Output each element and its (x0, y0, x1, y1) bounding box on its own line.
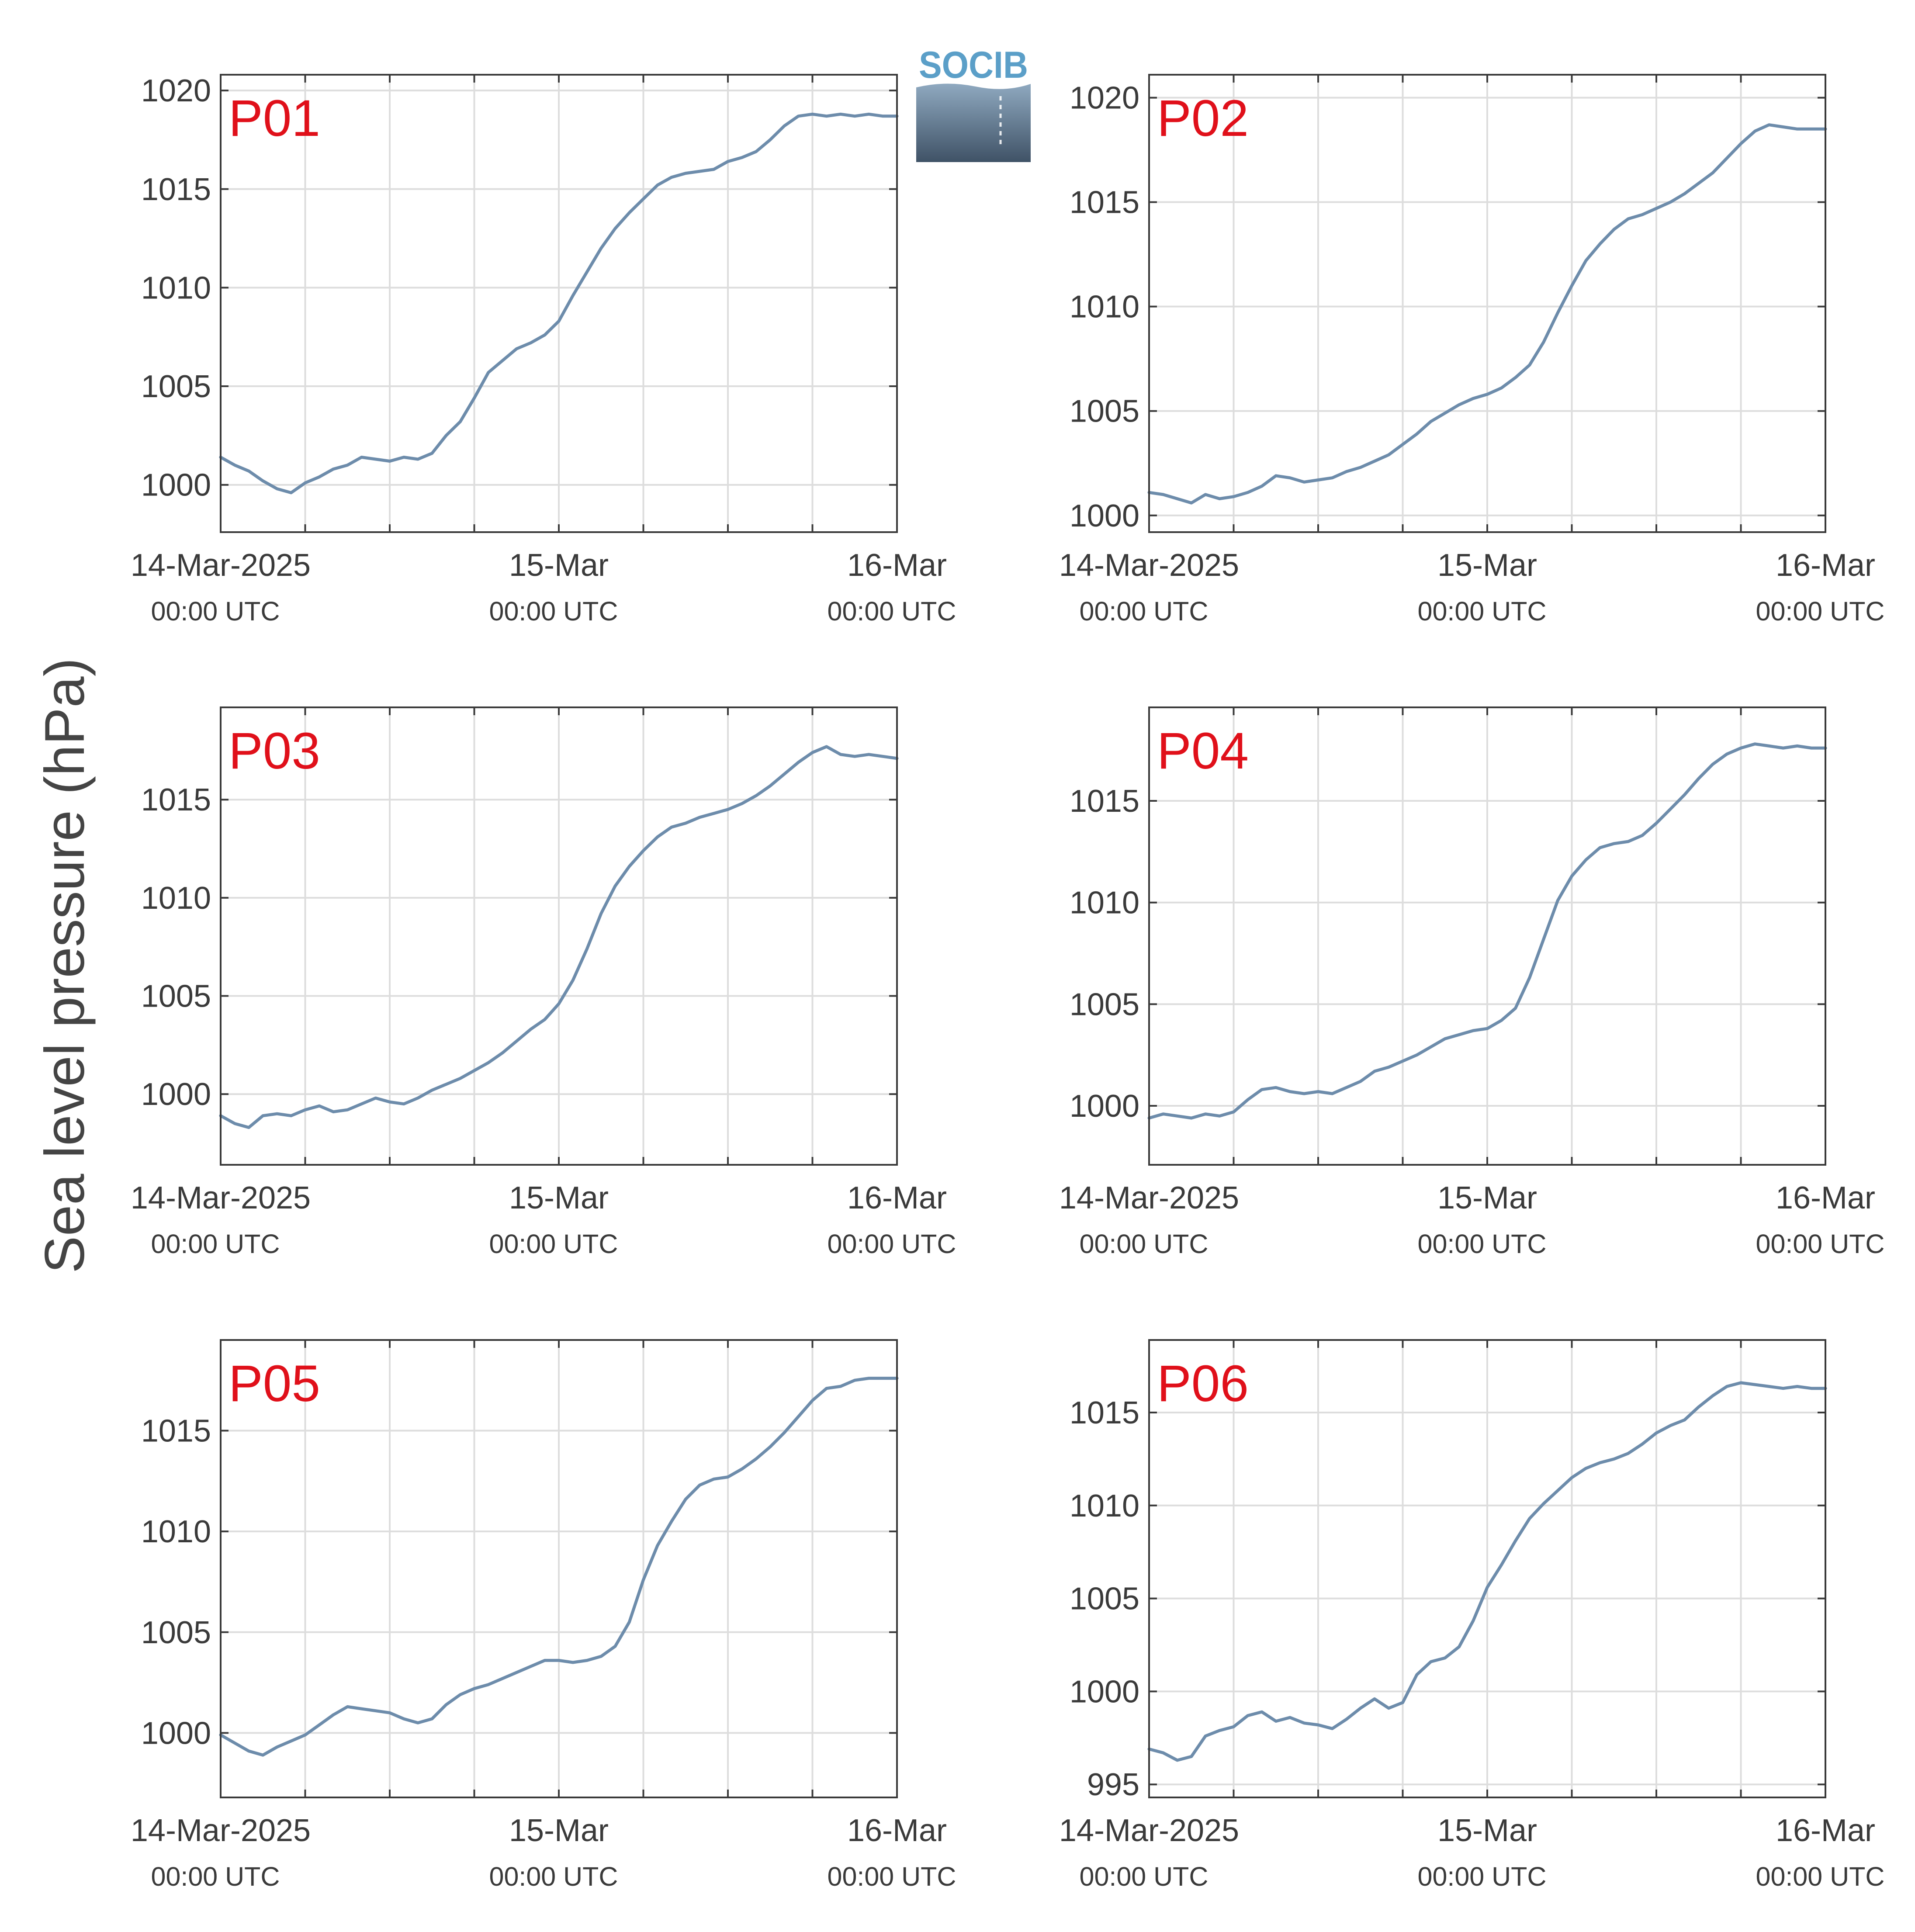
y-tick-label: 1000 (141, 1716, 211, 1751)
y-tick-label: 1010 (1070, 886, 1139, 921)
x-tick-date-label: 15-Mar (509, 548, 609, 583)
x-tick-date-label: 15-Mar (1437, 1813, 1537, 1848)
y-tick-label: 1000 (1070, 1089, 1139, 1124)
panel-label: P01 (229, 90, 320, 147)
pressure-series-line (219, 112, 899, 495)
logo-text: SOCIB (919, 44, 1028, 86)
x-tick-time-label: 00:00 UTC (1418, 596, 1547, 626)
y-tick-label: 1000 (1070, 499, 1139, 533)
x-tick-date-label: 14-Mar-2025 (1059, 1813, 1239, 1848)
panel-label: P04 (1157, 722, 1249, 780)
x-tick-date-label: 14-Mar-2025 (131, 1181, 311, 1215)
x-tick-time-label: 00:00 UTC (489, 596, 618, 626)
y-tick-label: 1015 (1070, 1395, 1139, 1430)
y-tick-label: 1015 (141, 172, 211, 207)
y-tick-label: 1000 (1070, 1674, 1139, 1709)
x-tick-time-label: 00:00 UTC (828, 1229, 956, 1259)
x-tick-date-label: 16-Mar (847, 1813, 947, 1848)
x-tick-date-label: 16-Mar (1776, 1813, 1875, 1848)
y-tick-label: 1000 (141, 468, 211, 503)
pressure-series-line (1147, 123, 1827, 505)
x-tick-time-label: 00:00 UTC (1756, 1229, 1885, 1259)
y-tick-label: 1005 (141, 1615, 211, 1650)
x-tick-date-label: 16-Mar (847, 548, 947, 583)
y-tick-label: 1005 (141, 369, 211, 404)
panel-label: P05 (229, 1355, 320, 1413)
pressure-series-line (1147, 1381, 1827, 1762)
chart-panel-p03: 1000 1005 1010 1015 14-Mar-2025 00:00 UTC 15-M… (131, 706, 956, 1259)
y-tick-label: 1010 (141, 270, 211, 305)
x-tick-date-label: 14-Mar-2025 (131, 1813, 311, 1848)
x-tick-time-label: 00:00 UTC (1756, 1862, 1885, 1891)
x-tick-date-label: 14-Mar-2025 (131, 548, 311, 583)
chart-panel-p06: 995 1000 1005 1010 1015 14-Mar-2025 00:00 UTC 1… (1059, 1339, 1885, 1891)
x-tick-time-label: 00:00 UTC (489, 1862, 618, 1891)
y-tick-label: 1005 (1070, 394, 1139, 429)
panel-label: P02 (1157, 90, 1249, 147)
pressure-series-line (219, 745, 899, 1129)
x-tick-time-label: 00:00 UTC (828, 596, 956, 626)
x-tick-time-label: 00:00 UTC (489, 1229, 618, 1259)
x-tick-time-label: 00:00 UTC (1080, 1229, 1209, 1259)
y-tick-label: 1020 (141, 73, 211, 108)
y-tick-label: 1005 (141, 979, 211, 1014)
y-tick-label: 995 (1087, 1767, 1139, 1802)
x-tick-date-label: 15-Mar (509, 1813, 609, 1848)
x-tick-date-label: 16-Mar (1776, 1181, 1875, 1215)
y-tick-label: 1000 (141, 1077, 211, 1112)
x-tick-time-label: 00:00 UTC (1418, 1862, 1547, 1891)
panel-label: P06 (1157, 1355, 1249, 1413)
y-tick-label: 1010 (1070, 290, 1139, 325)
y-tick-label: 1015 (141, 782, 211, 817)
x-tick-date-label: 16-Mar (1776, 548, 1875, 583)
y-tick-label: 1005 (1070, 987, 1139, 1022)
x-tick-time-label: 00:00 UTC (151, 596, 280, 626)
x-tick-date-label: 14-Mar-2025 (1059, 1181, 1239, 1215)
x-tick-date-label: 14-Mar-2025 (1059, 548, 1239, 583)
pressure-series-line (219, 1377, 899, 1757)
y-tick-label: 1005 (1070, 1582, 1139, 1617)
y-tick-label: 1010 (141, 1514, 211, 1549)
y-tick-label: 1015 (141, 1414, 211, 1449)
socib-logo: SOCIB (916, 44, 1031, 162)
pressure-series-line (1147, 742, 1827, 1120)
x-tick-time-label: 00:00 UTC (1080, 1862, 1209, 1891)
y-tick-label: 1010 (1070, 1489, 1139, 1523)
x-tick-time-label: 00:00 UTC (151, 1862, 280, 1891)
y-tick-label: 1010 (141, 881, 211, 916)
y-tick-label: 1015 (1070, 185, 1139, 220)
x-tick-time-label: 00:00 UTC (151, 1229, 280, 1259)
x-tick-time-label: 00:00 UTC (1080, 596, 1209, 626)
chart-panel-p04: 1000 1005 1010 1015 14-Mar-2025 00:00 UTC 15-M… (1059, 706, 1885, 1259)
x-tick-date-label: 15-Mar (1437, 1181, 1537, 1215)
x-tick-date-label: 15-Mar (509, 1181, 609, 1215)
chart-panel-p05: 1000 1005 1010 1015 14-Mar-2025 00:00 UTC 15-M… (131, 1339, 956, 1891)
x-tick-time-label: 00:00 UTC (828, 1862, 956, 1891)
x-tick-time-label: 00:00 UTC (1756, 596, 1885, 626)
panel-label: P03 (229, 722, 320, 780)
y-axis-label: Sea level pressure (hPa) (34, 658, 96, 1274)
chart-panel-p02: 1000 1005 1010 1015 1020 14-Mar-2025 00:00 UTC… (1059, 74, 1885, 626)
y-tick-label: 1015 (1070, 784, 1139, 819)
chart-panel-p01: 1000 1005 1010 1015 1020 14-Mar-2025 00:00 UTC… (131, 73, 956, 626)
x-tick-time-label: 00:00 UTC (1418, 1229, 1547, 1259)
x-tick-date-label: 16-Mar (847, 1181, 947, 1215)
x-tick-date-label: 15-Mar (1437, 548, 1537, 583)
y-tick-label: 1020 (1070, 81, 1139, 116)
